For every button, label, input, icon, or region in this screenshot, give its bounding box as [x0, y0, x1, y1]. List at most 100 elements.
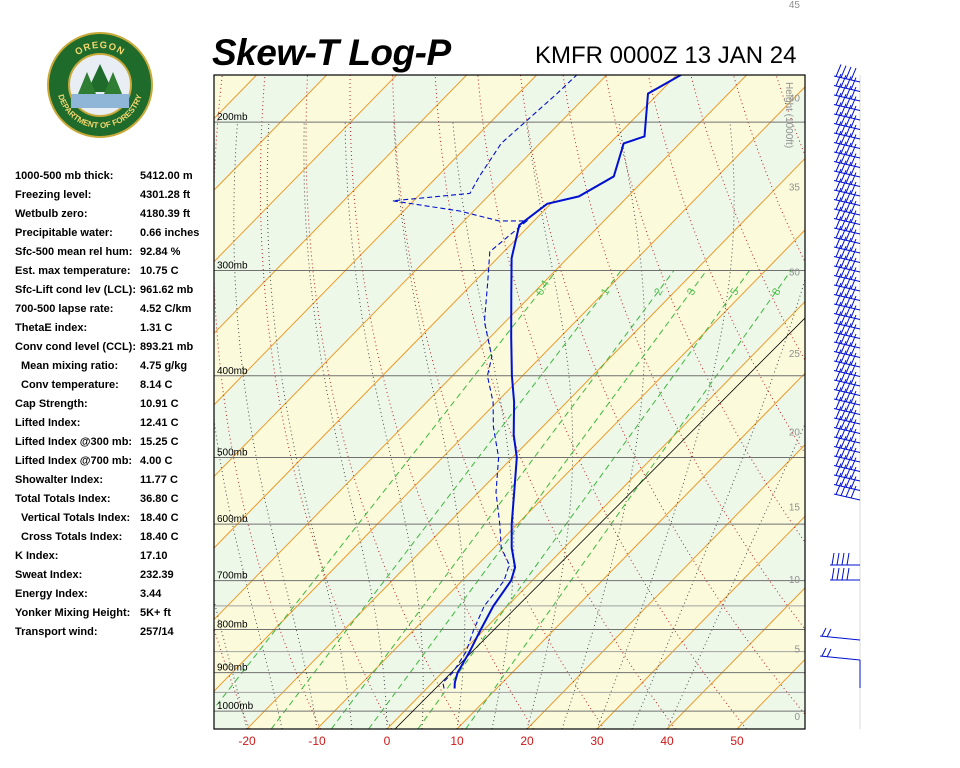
- wind-barb-feather: [845, 209, 852, 222]
- wind-barb: [833, 377, 861, 396]
- wind-barb-feather: [845, 456, 852, 469]
- wind-barb-feather: [835, 368, 842, 381]
- height-tick-label: 10: [789, 575, 801, 586]
- wind-barb-feather: [841, 552, 845, 566]
- wind-barb-staff: [833, 313, 861, 320]
- isotherm-line: [214, 75, 398, 263]
- wind-barb-feather: [850, 124, 857, 138]
- wind-barb-feather: [840, 132, 847, 145]
- wind-barb-feather: [850, 362, 857, 375]
- isotherm-band: [807, 17, 960, 729]
- wind-barb-feather: [845, 228, 852, 241]
- wind-barb-staff: [833, 484, 861, 491]
- index-value: 8.14 C: [140, 379, 173, 391]
- wind-barb-feather: [840, 103, 847, 116]
- height-tick-label: 45: [789, 0, 801, 11]
- wind-barb-staff: [833, 436, 861, 444]
- wind-barb-feather: [845, 190, 852, 203]
- wind-barb-feather: [845, 323, 852, 336]
- wind-barb-feather: [835, 111, 842, 125]
- wind-barb-feather: [850, 191, 857, 204]
- wind-barb-feather: [840, 436, 847, 449]
- index-row: Vertical Totals Index: 18.40 C: [15, 510, 215, 529]
- index-label: Sfc-Lift cond lev (LCL):: [15, 284, 136, 296]
- index-label: Precipitable water:: [15, 227, 113, 239]
- wind-barb-feather: [840, 160, 847, 173]
- isotherm-line: [214, 75, 468, 335]
- wind-barb: [819, 647, 861, 661]
- wind-barb-feather: [835, 301, 842, 315]
- wind-barb-feather: [840, 198, 847, 211]
- wind-barb-feather: [840, 455, 847, 468]
- wind-barb-feather: [835, 482, 842, 495]
- wind-barb-staff: [833, 189, 861, 197]
- index-value: 3.44: [140, 588, 162, 600]
- wind-barb-staff: [833, 104, 861, 111]
- wind-barb-feather: [845, 114, 852, 127]
- wind-barb-staff: [833, 180, 861, 187]
- wind-barb-feather: [850, 200, 857, 214]
- wind-barb-feather: [840, 170, 847, 183]
- wind-barb: [833, 111, 861, 130]
- index-label: Est. max temperature:: [15, 265, 131, 277]
- temperature-tick-label: 20: [520, 734, 534, 748]
- wind-barb-feather: [841, 567, 845, 581]
- index-row: Yonker Mixing Height: 5K+ ft: [15, 605, 215, 624]
- wind-barb-feather: [850, 153, 857, 166]
- index-row: Lifted Index: 12.41 C: [15, 415, 215, 434]
- wind-barb: [833, 320, 861, 339]
- wind-barb-feather: [845, 152, 852, 165]
- isotherm-line: [214, 75, 678, 549]
- wind-barb: [833, 73, 861, 92]
- index-label: Transport wind:: [15, 626, 98, 638]
- wind-barb-feather: [835, 168, 842, 182]
- wind-barb: [833, 387, 861, 406]
- wind-barb-staff: [833, 151, 861, 159]
- wind-barb-staff: [833, 227, 861, 235]
- wind-barb-feather: [846, 567, 850, 581]
- index-label: Sfc-500 mean rel hum:: [15, 246, 133, 258]
- wind-barb-feather: [835, 311, 842, 324]
- index-row: Energy Index: 3.44: [15, 586, 215, 605]
- wind-barb-feather: [845, 171, 852, 184]
- wind-barb: [833, 216, 861, 235]
- isotherm-line: [456, 372, 805, 729]
- moist-adiabat: [117, 122, 177, 729]
- wind-barb-feather: [850, 409, 857, 423]
- isobar-label: 500mb: [217, 447, 248, 458]
- index-row: Lifted Index @700 mb: 4.00 C: [15, 453, 215, 472]
- temperature-tick-label: -20: [238, 734, 256, 748]
- index-value: 4301.28 ft: [140, 189, 191, 201]
- wind-barb-feather: [845, 313, 852, 327]
- wind-barb-feather: [850, 466, 857, 480]
- wind-barb-staff: [833, 341, 861, 349]
- index-value: 15.25 C: [140, 436, 179, 448]
- moist-adiabat: [666, 423, 805, 729]
- index-row: ThetaE index: 1.31 C: [15, 320, 215, 339]
- wind-barb-feather: [845, 237, 852, 251]
- wind-barb-feather: [850, 457, 857, 470]
- wind-barb-feather: [850, 476, 857, 489]
- wind-barb-feather: [835, 178, 842, 191]
- wind-barb-feather: [845, 342, 852, 355]
- wind-barb-feather: [850, 324, 857, 337]
- wind-barb-staff: [819, 655, 861, 661]
- index-label: Freezing level:: [15, 189, 92, 201]
- wind-barb-feather: [850, 181, 857, 195]
- wind-barb-feather: [840, 464, 847, 477]
- wind-barb-staff: [833, 132, 861, 140]
- wind-barb-feather: [850, 67, 857, 81]
- wind-barb-staff: [833, 284, 861, 292]
- wind-barb-feather: [845, 427, 852, 441]
- mixing-ratio-line: [330, 270, 675, 729]
- height-tick-label: 0: [794, 712, 800, 723]
- dry-adiabat: [881, 17, 960, 729]
- wind-barb-staff: [833, 294, 861, 301]
- wind-barb-feather: [845, 446, 852, 460]
- wind-barb-feather: [840, 65, 847, 78]
- wind-barb: [833, 330, 861, 349]
- index-label: Total Totals Index:: [15, 493, 111, 505]
- wind-barb-staff: [833, 351, 861, 358]
- wind-barb-feather: [850, 219, 857, 233]
- index-value: 0.66 inches: [140, 227, 200, 239]
